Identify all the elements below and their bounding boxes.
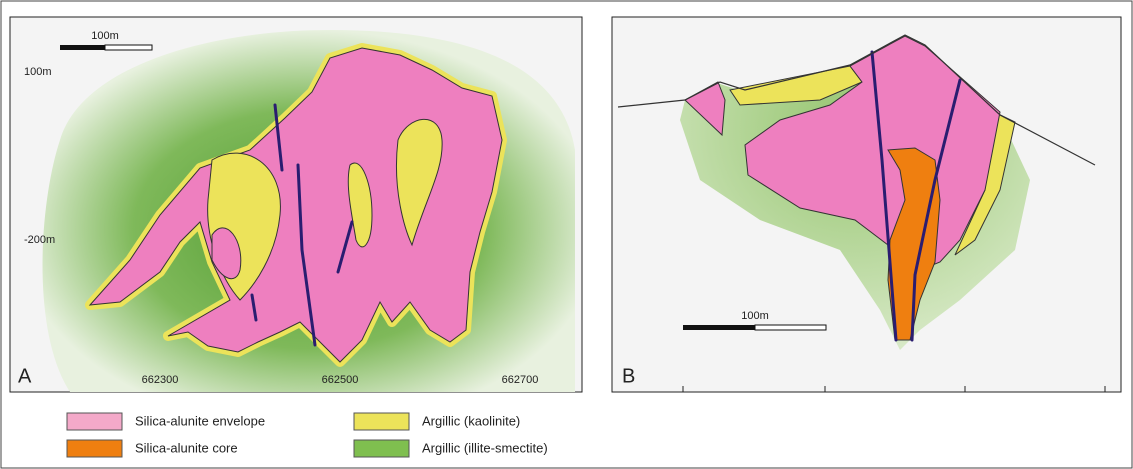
scale-bar <box>105 45 152 50</box>
panel-a: 100m 100m -200m 662300 662500 662700 A <box>10 17 582 392</box>
legend-label: Argillic (kaolinite) <box>422 413 520 428</box>
x-label: 662700 <box>502 374 539 386</box>
y-label: -200m <box>24 234 55 246</box>
legend-swatch <box>354 440 409 457</box>
legend-swatch <box>354 413 409 430</box>
legend: Silica-alunite envelope Silica-alunite c… <box>67 413 548 457</box>
legend-label: Silica-alunite envelope <box>135 413 265 428</box>
scale-label: 100m <box>91 30 119 42</box>
scale-bar <box>683 325 755 330</box>
scale-label: 100m <box>741 310 769 322</box>
scale-bar <box>60 45 105 50</box>
legend-label: Silica-alunite core <box>135 440 238 455</box>
legend-label: Argillic (illite-smectite) <box>422 440 548 455</box>
legend-swatch <box>67 440 122 457</box>
panel-label: A <box>18 365 32 387</box>
x-label: 662300 <box>142 374 179 386</box>
x-label: 662500 <box>322 374 359 386</box>
y-label: 100m <box>24 66 52 78</box>
figure: 100m 100m -200m 662300 662500 662700 A 1… <box>0 0 1133 469</box>
scale-bar <box>755 325 826 330</box>
legend-swatch <box>67 413 122 430</box>
panel-b: 100m B <box>612 17 1121 392</box>
panel-label: B <box>622 365 635 387</box>
